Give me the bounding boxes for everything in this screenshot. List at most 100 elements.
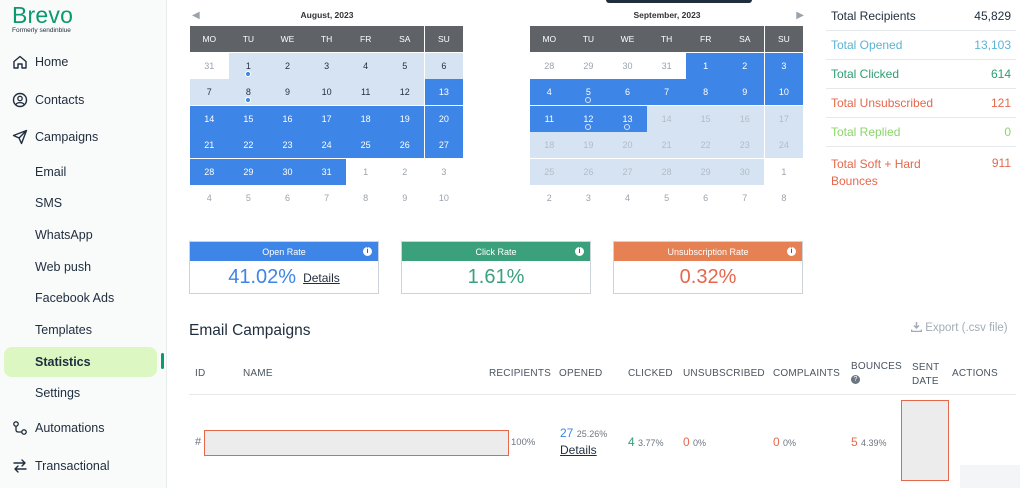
calendar-day[interactable]: 24 — [307, 132, 346, 158]
col-sent-date[interactable]: SENT DATE — [912, 361, 939, 389]
calendar-day[interactable]: 25 — [346, 132, 385, 158]
calendar-day[interactable]: 11 — [530, 105, 569, 132]
calendar-day[interactable]: 4 — [346, 52, 385, 79]
col-clicked[interactable]: CLICKED — [628, 368, 673, 379]
calendar-day[interactable]: 24 — [764, 132, 804, 158]
help-icon[interactable]: ? — [851, 375, 860, 384]
calendar-day[interactable]: 10 — [307, 79, 346, 105]
calendar-day[interactable]: 29 — [686, 158, 725, 185]
calendar-day[interactable]: 28 — [530, 52, 569, 79]
calendar-day[interactable]: 31 — [647, 52, 686, 79]
sidebar-subitem-sms[interactable]: SMS — [0, 188, 167, 218]
calendar-day[interactable]: 14 — [190, 105, 229, 132]
calendar-day[interactable]: 1 — [764, 158, 804, 185]
info-icon[interactable]: i — [787, 247, 796, 256]
calendar-day[interactable]: 7 — [725, 185, 765, 211]
calendar-day[interactable]: 25 — [530, 158, 569, 185]
calendar-day[interactable]: 4 — [530, 79, 569, 105]
calendar-day[interactable]: 7 — [190, 79, 229, 105]
sidebar-item-transactional[interactable]: Transactional — [0, 451, 167, 481]
sidebar-subitem-whatsapp[interactable]: WhatsApp — [0, 220, 167, 250]
calendar-day[interactable]: 27 — [608, 158, 647, 185]
calendar-day[interactable]: 23 — [268, 132, 307, 158]
sidebar-subitem-settings[interactable]: Settings — [0, 378, 167, 408]
calendar-day[interactable]: 6 — [268, 185, 307, 211]
calendar-day[interactable]: 2 — [385, 158, 425, 185]
calendar-day[interactable]: 28 — [647, 158, 686, 185]
calendar-day[interactable]: 6 — [424, 52, 464, 79]
calendar-day[interactable]: 20 — [424, 105, 464, 132]
calendar-day[interactable]: 8 — [764, 185, 804, 211]
calendar-day[interactable]: 12 — [385, 79, 425, 105]
col-opened[interactable]: OPENED — [559, 368, 603, 379]
calendar-day[interactable]: 14 — [647, 105, 686, 132]
sidebar-item-home[interactable]: Home — [0, 47, 167, 77]
sidebar-item-campaigns[interactable]: Campaigns — [0, 122, 167, 152]
col-id[interactable]: ID — [195, 368, 206, 379]
calendar-day[interactable]: 9 — [385, 185, 425, 211]
calendar-day[interactable]: 1 — [346, 158, 385, 185]
calendar-day[interactable]: 6 — [686, 185, 725, 211]
calendar-day[interactable]: 21 — [190, 132, 229, 158]
calendar-day[interactable]: 18 — [530, 132, 569, 158]
calendar-day[interactable]: 8 — [686, 79, 725, 105]
calendar-day[interactable]: 18 — [346, 105, 385, 132]
col-complaints[interactable]: COMPLAINTS — [773, 368, 841, 379]
calendar-day[interactable]: 22 — [686, 132, 725, 158]
calendar-day[interactable]: 2 — [725, 52, 765, 79]
calendar-day[interactable]: 23 — [725, 132, 765, 158]
actions-menu-stub[interactable] — [960, 465, 1020, 488]
calendar-day[interactable]: 3 — [764, 52, 804, 79]
sidebar-subitem-email[interactable]: Email — [0, 157, 167, 187]
col-unsubscribed[interactable]: UNSUBSCRIBED — [683, 368, 765, 379]
calendar-day[interactable]: 4 — [190, 185, 229, 211]
calendar-day[interactable]: 1 — [686, 52, 725, 79]
calendar-day[interactable]: 3 — [569, 185, 608, 211]
calendar-day[interactable]: 2 — [268, 52, 307, 79]
calendar-day[interactable]: 17 — [764, 105, 804, 132]
sidebar-item-contacts[interactable]: Contacts — [0, 85, 167, 115]
calendar-day[interactable]: 19 — [385, 105, 425, 132]
calendar-day[interactable]: 30 — [268, 158, 307, 185]
open-rate-details-link[interactable]: Details — [303, 270, 340, 285]
calendar-day[interactable]: 5 — [647, 185, 686, 211]
info-icon[interactable]: i — [575, 247, 584, 256]
col-recipients[interactable]: RECIPIENTS — [489, 368, 552, 379]
calendar-day[interactable]: 7 — [307, 185, 346, 211]
calendar-day[interactable]: 2 — [530, 185, 569, 211]
calendar-day[interactable]: 29 — [229, 158, 268, 185]
calendar-day[interactable]: 4 — [608, 185, 647, 211]
calendar-day[interactable]: 17 — [307, 105, 346, 132]
calendar-day[interactable]: 27 — [424, 132, 464, 158]
info-icon[interactable]: i — [363, 247, 372, 256]
calendar-day[interactable]: 5 — [229, 185, 268, 211]
calendar-day[interactable]: 9 — [268, 79, 307, 105]
calendar-day[interactable]: 21 — [647, 132, 686, 158]
calendar-day[interactable]: 13 — [424, 79, 464, 105]
calendar-day[interactable]: 19 — [569, 132, 608, 158]
calendar-day[interactable]: 16 — [268, 105, 307, 132]
calendar-day[interactable]: 30 — [608, 52, 647, 79]
calendar-day[interactable]: 15 — [229, 105, 268, 132]
calendar-day[interactable]: 28 — [190, 158, 229, 185]
calendar-day[interactable]: 29 — [569, 52, 608, 79]
calendar-day[interactable]: 22 — [229, 132, 268, 158]
calendar-day[interactable]: 31 — [190, 52, 229, 79]
calendar-day[interactable]: 26 — [385, 132, 425, 158]
next-month-icon[interactable]: ▶ — [796, 10, 804, 21]
brevo-logo[interactable]: Brevo — [12, 2, 74, 28]
calendar-day[interactable]: 10 — [764, 79, 804, 105]
prev-month-icon[interactable]: ◀ — [192, 10, 200, 21]
sidebar-item-automations[interactable]: Automations — [0, 413, 167, 443]
calendar-day[interactable]: 31 — [307, 158, 346, 185]
calendar-day[interactable]: 8 — [346, 185, 385, 211]
sidebar-subitem-statistics[interactable]: Statistics — [4, 347, 157, 377]
calendar-day[interactable]: 30 — [725, 158, 765, 185]
calendar-day[interactable]: 5 — [569, 79, 608, 105]
calendar-day[interactable]: 26 — [569, 158, 608, 185]
calendar-day[interactable]: 13 — [608, 105, 647, 132]
calendar-day[interactable]: 1 — [229, 52, 268, 79]
calendar-day[interactable]: 15 — [686, 105, 725, 132]
col-bounces[interactable]: BOUNCES ? — [851, 361, 902, 384]
calendar-day[interactable]: 11 — [346, 79, 385, 105]
